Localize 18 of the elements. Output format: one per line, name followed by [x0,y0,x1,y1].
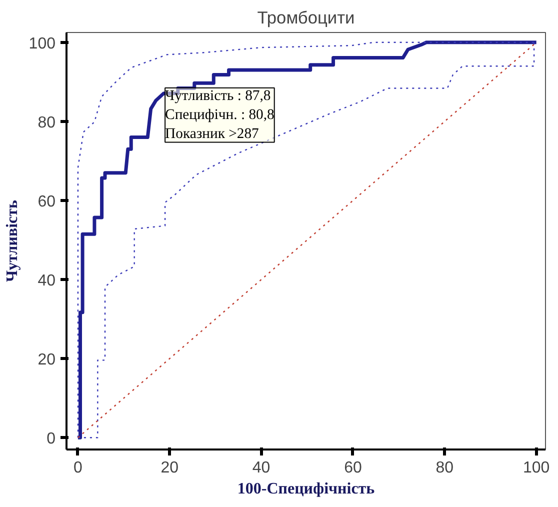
annotation: Показник >287 [165,126,259,142]
y-tick-label: 60 [38,193,56,210]
x-tick-label: 60 [344,460,362,476]
y-tick-label: 40 [38,272,56,290]
x-tick-label: 0 [74,460,83,476]
y-tick-label: 0 [46,430,56,448]
annotation: Чутливість : 87,8 [165,88,271,104]
x-tick-label: 40 [252,460,270,476]
x-tick-label: 80 [436,460,454,476]
y-tick-label: 80 [38,114,56,132]
annotation: Специфічн. : 80,8 [165,107,274,124]
x-tick-label: 20 [160,460,179,476]
x-tick-label: 100 [522,460,550,476]
y-axis-title: Чутливість [4,200,21,282]
chart-title: Тромбоцити [257,8,355,28]
x-axis-title: 100-Специфічність [237,480,376,498]
y-tick-label: 20 [38,352,56,369]
y-tick-label: 100 [28,35,56,52]
